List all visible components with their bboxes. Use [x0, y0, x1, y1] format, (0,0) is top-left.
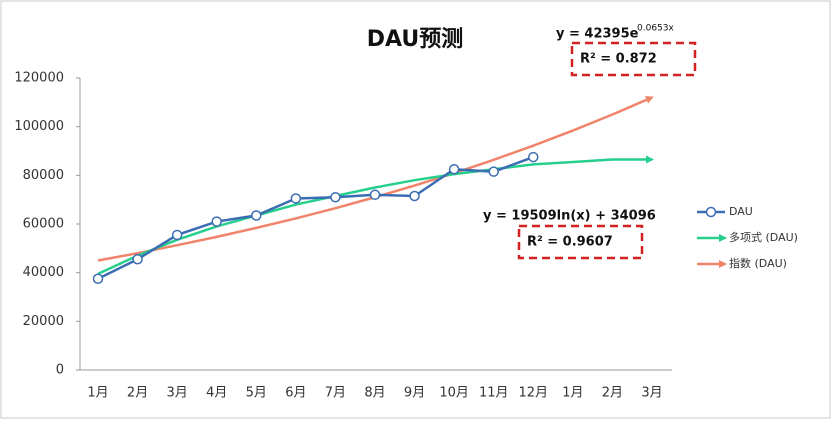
y-tick-label: 0 [56, 363, 64, 378]
x-tick-label: 12月 [519, 386, 549, 401]
data-point [409, 190, 420, 202]
series-line [97, 155, 654, 276]
series-line [97, 155, 534, 280]
annotation: 0.0653x [637, 24, 674, 34]
y-tick-label: 100000 [14, 119, 64, 134]
x-tick-label: 7月 [325, 386, 346, 401]
legend-label: DAU [729, 205, 753, 218]
x-tick-label: 9月 [404, 386, 425, 401]
x-tick-label: 8月 [364, 386, 385, 401]
annotation: R² = 0.872 [580, 52, 657, 67]
x-tick-label: 6月 [285, 386, 306, 401]
x-tick-label: 3月 [641, 386, 662, 401]
x-tick-label: 5月 [246, 386, 267, 401]
x-tick-label: 3月 [167, 386, 188, 401]
data-point [211, 216, 222, 227]
y-tick-label: 20000 [23, 314, 64, 329]
data-point [488, 166, 499, 177]
annotation: y = 42395e [556, 27, 639, 42]
x-tick-label: 10月 [439, 386, 469, 401]
y-tick-label: 80000 [23, 168, 64, 183]
legend-label: 多项式 (DAU) [729, 230, 798, 244]
data-point [369, 189, 381, 201]
highlight-box [570, 41, 697, 77]
x-tick-label: 2月 [602, 386, 623, 401]
x-tick-label: 1月 [87, 386, 108, 401]
data-point [251, 210, 262, 221]
highlight-box [517, 224, 644, 260]
legend-marker [705, 206, 717, 218]
x-tick-label: 4月 [206, 386, 227, 401]
data-point [290, 193, 302, 204]
data-point [171, 229, 183, 241]
data-point [448, 164, 460, 175]
legend-label: 指数 (DAU) [729, 256, 787, 270]
x-tick-label: 1月 [562, 386, 583, 401]
x-tick-label: 2月 [127, 386, 148, 401]
y-tick-label: 120000 [14, 71, 64, 86]
annotation: R² = 0.9607 [527, 235, 613, 250]
annotation: y = 19509ln(x) + 34096 [483, 209, 656, 224]
data-point [132, 254, 143, 265]
y-tick-label: 60000 [23, 217, 64, 232]
x-tick-label: 11月 [479, 386, 509, 401]
data-point [330, 191, 341, 203]
y-tick-label: 40000 [23, 265, 64, 280]
data-point [92, 273, 104, 284]
chart-title: DAU预测 [367, 27, 463, 52]
data-point [528, 151, 539, 163]
